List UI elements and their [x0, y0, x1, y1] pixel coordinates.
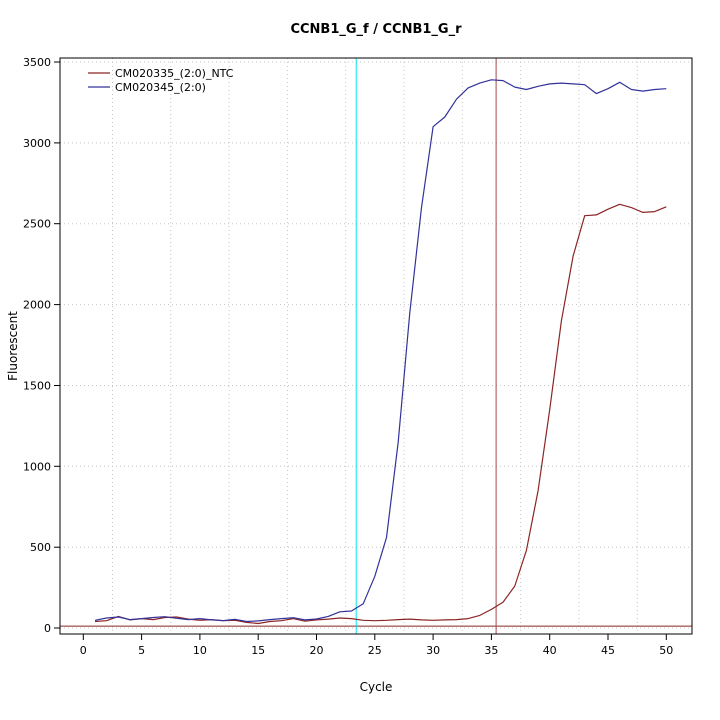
x-axis-label: Cycle: [360, 680, 393, 694]
x-tick-label: 5: [138, 644, 145, 657]
x-tick-label: 25: [368, 644, 382, 657]
y-tick-label: 3000: [23, 137, 51, 150]
legend-label: CM020335_(2:0)_NTC: [115, 67, 234, 80]
x-tick-label: 15: [251, 644, 265, 657]
y-tick-label: 0: [44, 622, 51, 635]
x-tick-label: 30: [426, 644, 440, 657]
x-tick-label: 35: [484, 644, 498, 657]
series-line-0: [94, 203, 667, 625]
x-tick-label: 45: [601, 644, 615, 657]
series-line-1: [94, 79, 667, 623]
y-tick-label: 2000: [23, 299, 51, 312]
x-tick-label: 0: [80, 644, 87, 657]
y-tick-label: 1500: [23, 380, 51, 393]
x-tick-label: 10: [193, 644, 207, 657]
plot-border: [59, 57, 693, 635]
y-axis-label: Fluorescent: [6, 311, 20, 381]
y-tick-label: 1000: [23, 460, 51, 473]
x-tick-label: 40: [543, 644, 557, 657]
x-tick-label: 50: [659, 644, 673, 657]
y-tick-label: 500: [30, 541, 51, 554]
chart-title: CCNB1_G_f / CCNB1_G_r: [290, 22, 462, 37]
legend-label: CM020345_(2:0): [115, 81, 206, 94]
x-tick-label: 20: [310, 644, 324, 657]
y-tick-label: 3500: [23, 56, 51, 69]
y-tick-label: 2500: [23, 218, 51, 231]
